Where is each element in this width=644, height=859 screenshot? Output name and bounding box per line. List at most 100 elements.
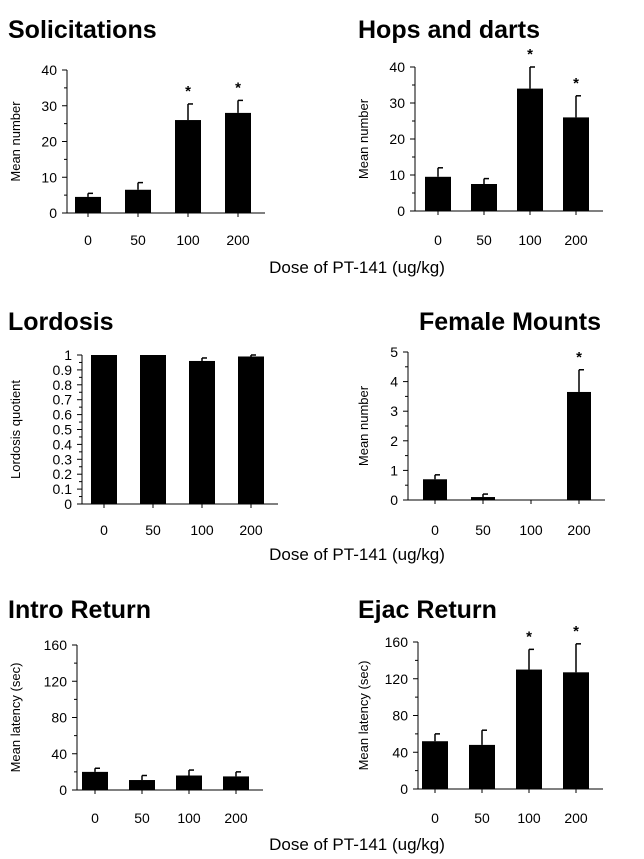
bar: [563, 117, 589, 211]
y-axis-label: Mean latency (sec): [8, 663, 23, 773]
y-tick-label: 3: [390, 403, 398, 419]
y-tick-label: 80: [51, 710, 67, 726]
y-tick-label: 160: [44, 637, 68, 653]
chart-title: Ejac Return: [358, 596, 497, 624]
y-tick-label: 5: [390, 344, 398, 360]
bar: [516, 669, 542, 789]
x-tick-label: 200: [226, 232, 250, 248]
chart-title: Female Mounts: [419, 308, 601, 336]
y-tick-label: 120: [385, 671, 409, 687]
y-tick-label: 0: [59, 782, 67, 798]
y-tick-label: 120: [44, 673, 68, 689]
chart-title: Intro Return: [8, 596, 151, 624]
x-tick-label: 200: [224, 810, 248, 826]
bar: [176, 775, 202, 790]
significance-marker: *: [235, 79, 241, 96]
x-tick-label: 100: [519, 522, 543, 538]
bar: [125, 189, 151, 213]
x-tick-label: 0: [434, 232, 442, 248]
significance-marker: *: [573, 75, 579, 92]
chart-title: Solicitations: [8, 16, 157, 44]
y-tick-label: 0.3: [53, 451, 73, 467]
x-tick-label: 50: [474, 810, 490, 826]
x-tick-label: 50: [476, 232, 492, 248]
y-tick-label: 0: [390, 492, 398, 508]
significance-marker: *: [526, 628, 532, 645]
y-tick-label: 0: [397, 203, 405, 219]
x-axis-label-row-1: Dose of PT-141 (ug/kg): [269, 258, 445, 277]
x-tick-label: 200: [239, 522, 263, 538]
y-tick-label: 0.9: [53, 362, 73, 378]
x-tick-label: 0: [91, 810, 99, 826]
y-tick-label: 0.5: [53, 422, 73, 438]
y-tick-label: 0.8: [53, 377, 73, 393]
y-tick-label: 0.4: [53, 436, 73, 452]
bar: [91, 355, 117, 504]
y-axis-label: Mean number: [8, 101, 23, 182]
y-axis-label: Mean number: [356, 98, 371, 179]
y-tick-label: 80: [392, 708, 408, 724]
y-tick-label: 40: [41, 62, 57, 78]
x-tick-label: 50: [145, 522, 161, 538]
y-tick-label: 0: [49, 205, 57, 221]
bar: [567, 391, 591, 500]
bar: [517, 88, 543, 211]
bar: [175, 120, 201, 213]
y-axis-label: Mean number: [356, 385, 371, 466]
x-tick-label: 100: [176, 232, 200, 248]
x-tick-label: 100: [517, 810, 541, 826]
y-tick-label: 30: [41, 98, 57, 114]
x-tick-label: 0: [431, 810, 439, 826]
bar: [422, 741, 448, 789]
significance-marker: *: [573, 623, 579, 640]
x-tick-label: 0: [100, 522, 108, 538]
x-tick-label: 100: [190, 522, 214, 538]
chart-title: Hops and darts: [358, 16, 540, 44]
bar: [75, 196, 101, 213]
x-tick-label: 100: [518, 232, 542, 248]
bar: [223, 776, 249, 790]
x-tick-label: 50: [130, 232, 146, 248]
y-tick-label: 160: [385, 634, 409, 650]
x-tick-label: 200: [567, 522, 591, 538]
bar: [423, 479, 447, 500]
significance-marker: *: [527, 46, 533, 63]
bar: [189, 360, 215, 504]
x-axis-label-row-3: Dose of PT-141 (ug/kg): [269, 835, 445, 854]
y-tick-label: 40: [392, 744, 408, 760]
bar: [471, 184, 497, 211]
y-tick-label: 20: [389, 131, 405, 147]
bar: [225, 112, 251, 213]
y-tick-label: 30: [389, 95, 405, 111]
bar: [82, 771, 108, 790]
y-tick-label: 4: [390, 374, 398, 390]
y-tick-label: 0.6: [53, 407, 73, 423]
y-tick-label: 10: [41, 169, 57, 185]
y-axis-label: Mean latency (sec): [356, 661, 371, 771]
y-tick-label: 2: [390, 433, 398, 449]
y-tick-label: 1: [390, 462, 398, 478]
bar: [425, 176, 451, 211]
y-tick-label: 0.7: [53, 392, 73, 408]
x-tick-label: 50: [475, 522, 491, 538]
x-tick-label: 200: [564, 232, 588, 248]
x-tick-label: 0: [431, 522, 439, 538]
significance-marker: *: [576, 349, 582, 366]
y-tick-label: 0: [64, 496, 72, 512]
y-tick-label: 20: [41, 134, 57, 150]
x-tick-label: 100: [177, 810, 201, 826]
bar: [471, 497, 495, 500]
y-tick-label: 40: [389, 59, 405, 75]
x-tick-label: 50: [134, 810, 150, 826]
bar: [129, 780, 155, 790]
y-tick-label: 40: [51, 746, 67, 762]
x-tick-label: 0: [84, 232, 92, 248]
bar: [563, 672, 589, 789]
y-axis-label: Lordosis quotient: [8, 380, 23, 479]
x-axis-label-row-2: Dose of PT-141 (ug/kg): [269, 545, 445, 564]
y-tick-label: 0.2: [53, 466, 73, 482]
x-tick-label: 200: [564, 810, 588, 826]
bar: [140, 355, 166, 504]
bar: [469, 744, 495, 789]
